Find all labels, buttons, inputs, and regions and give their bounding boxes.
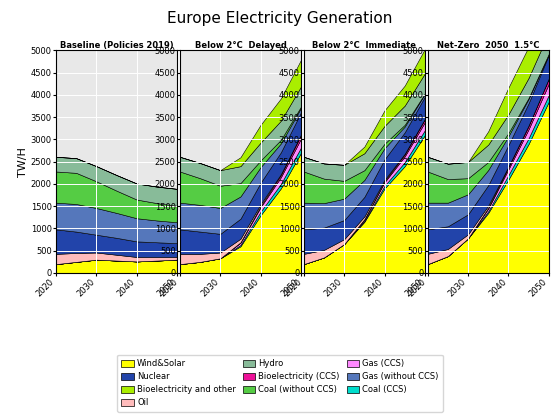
Y-axis label: TW/H: TW/H <box>18 147 28 177</box>
Title: Baseline (Policies 2019): Baseline (Policies 2019) <box>60 41 174 50</box>
Title: Below 2°C  Immediate: Below 2°C Immediate <box>312 41 416 50</box>
Title: Below 2°C  Delayed: Below 2°C Delayed <box>194 41 286 50</box>
Text: Europe Electricity Generation: Europe Electricity Generation <box>167 10 393 26</box>
Legend: Wind&Solar, Nuclear, Bioelectricity and other, Oil, Hydro, Bioelectricity (CCS),: Wind&Solar, Nuclear, Bioelectricity and … <box>117 355 443 412</box>
Title: Net-Zero  2050  1.5°C: Net-Zero 2050 1.5°C <box>437 41 539 50</box>
